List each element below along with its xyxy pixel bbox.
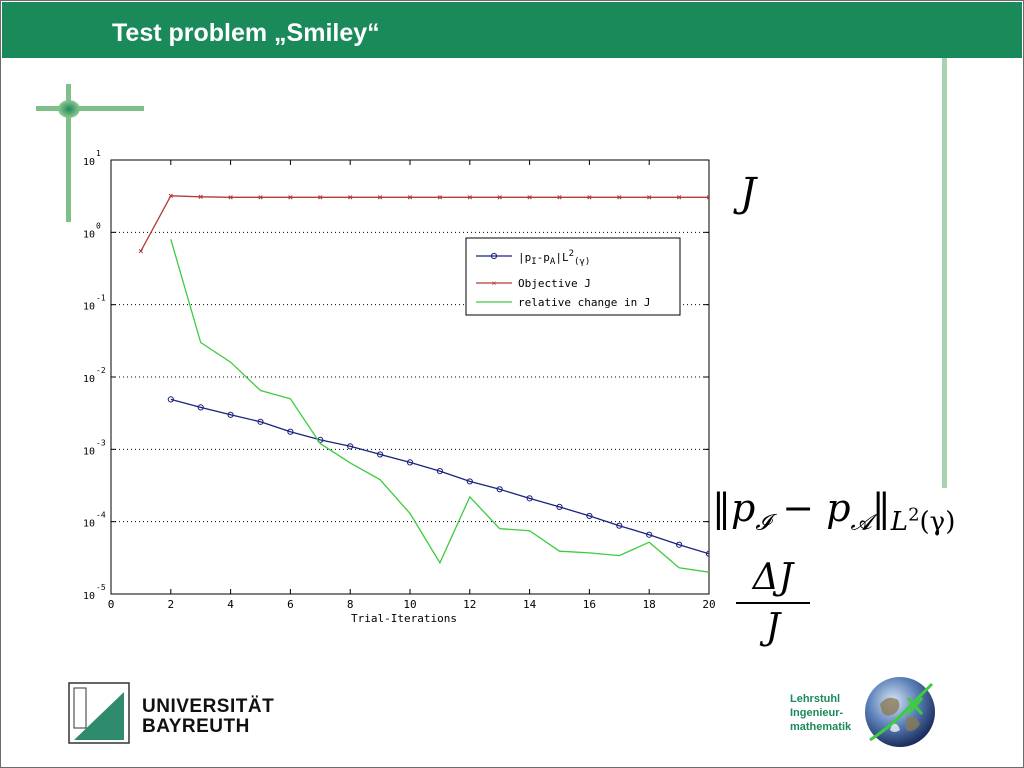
data-point [407,195,413,200]
fraction-bar [736,602,810,604]
data-point [377,195,383,200]
plot-area [110,159,710,595]
globe-icon [865,677,935,747]
x-tick-label: 0 [108,598,115,611]
data-point [556,503,563,511]
y-tick-label: 10-5 [83,583,106,602]
chair-name: Lehrstuhl Ingenieur- mathematik [790,693,852,733]
data-point [288,195,293,200]
decor-cross-horizontal [36,106,144,111]
legend: |pI-pA|L2(γ) × Objective J relative chan… [465,237,681,316]
annotation-objective: J [740,170,757,216]
x-tick-label: 2 [167,598,174,611]
data-point [706,195,709,200]
data-point [616,522,623,529]
y-tick-label: 10-4 [83,511,106,530]
data-point [168,193,173,198]
data-point [138,248,144,254]
decor-cross-vertical [66,84,71,222]
data-point [258,195,263,200]
legend-marker-x: × [492,279,497,288]
legend-entry-norm: |pI-pA|L2(γ) [518,249,590,267]
data-point [318,195,323,200]
chart: 0 2 4 6 8 10 12 14 16 18 20 101 100 10-1 10-2 10-3 10-4… [83,149,716,625]
fraction-denominator: J [765,607,781,648]
y-tick-label: 10-3 [83,438,106,457]
annotation-relative-change: ΔJ J [736,556,810,650]
legend-entry-relative-change: relative change in J [518,296,650,309]
y-tick-label: 10-2 [83,366,106,385]
data-point [437,195,443,200]
data-point [347,443,354,450]
series-layer [138,193,709,573]
data-point [406,459,414,466]
data-point [348,195,353,200]
data-point [497,195,502,200]
data-point [167,396,174,403]
data-point [257,418,264,425]
data-point [496,486,503,493]
data-point [646,531,653,538]
data-point [287,428,294,435]
x-tick-label: 8 [347,598,354,611]
y-tick-label: 101 [83,149,101,168]
x-tick-label: 16 [583,598,596,611]
data-point [557,195,562,200]
x-tick-label: 6 [287,598,294,611]
data-point [705,550,709,557]
data-point [647,195,652,200]
data-point [527,195,532,200]
data-point [617,195,622,200]
page-title: Test problem „Smiley“ [112,19,380,47]
decor-cross-glow [58,100,80,118]
data-point [526,495,533,502]
x-tick-label: 12 [463,598,476,611]
x-tick-label: 18 [643,598,656,611]
decor-right-line [942,58,947,488]
x-axis-label: Trial-Iterations [351,612,457,625]
annotation-norm: ‖p𝓘 − p𝓐‖L2(γ) [712,486,956,537]
data-point [466,478,473,485]
data-point [587,195,592,200]
x-tick-label: 4 [227,598,234,611]
data-point [198,194,203,199]
data-point [586,512,593,520]
series-line-0 [170,398,709,555]
data-point [228,195,233,200]
y-tick-label: 10-1 [83,294,106,313]
data-point [197,404,204,411]
legend-entry-objective: Objective J [518,277,591,290]
series-line-1 [140,195,709,252]
title-bar: Test problem „Smiley“ [2,2,1022,58]
data-point [676,541,683,548]
x-tick-label: 14 [523,598,537,611]
university-bayreuth-logo-icon [68,682,130,744]
data-point [436,468,443,475]
y-tick-label: 100 [83,221,101,240]
x-ticks: 0 2 4 6 8 10 12 14 16 18 20 [108,160,716,611]
data-point [676,195,682,200]
y-ticks: 101 100 10-1 10-2 10-3 10-4 10-5 [83,149,709,602]
university-name: UNIVERSITÄT BAYREUTH [142,696,275,737]
data-point [227,411,234,418]
data-point [377,451,384,458]
data-point [467,195,472,200]
series-line-2 [170,239,709,573]
x-tick-label: 10 [403,598,416,611]
fraction-numerator: ΔJ [752,557,794,598]
x-tick-label: 20 [702,598,715,611]
